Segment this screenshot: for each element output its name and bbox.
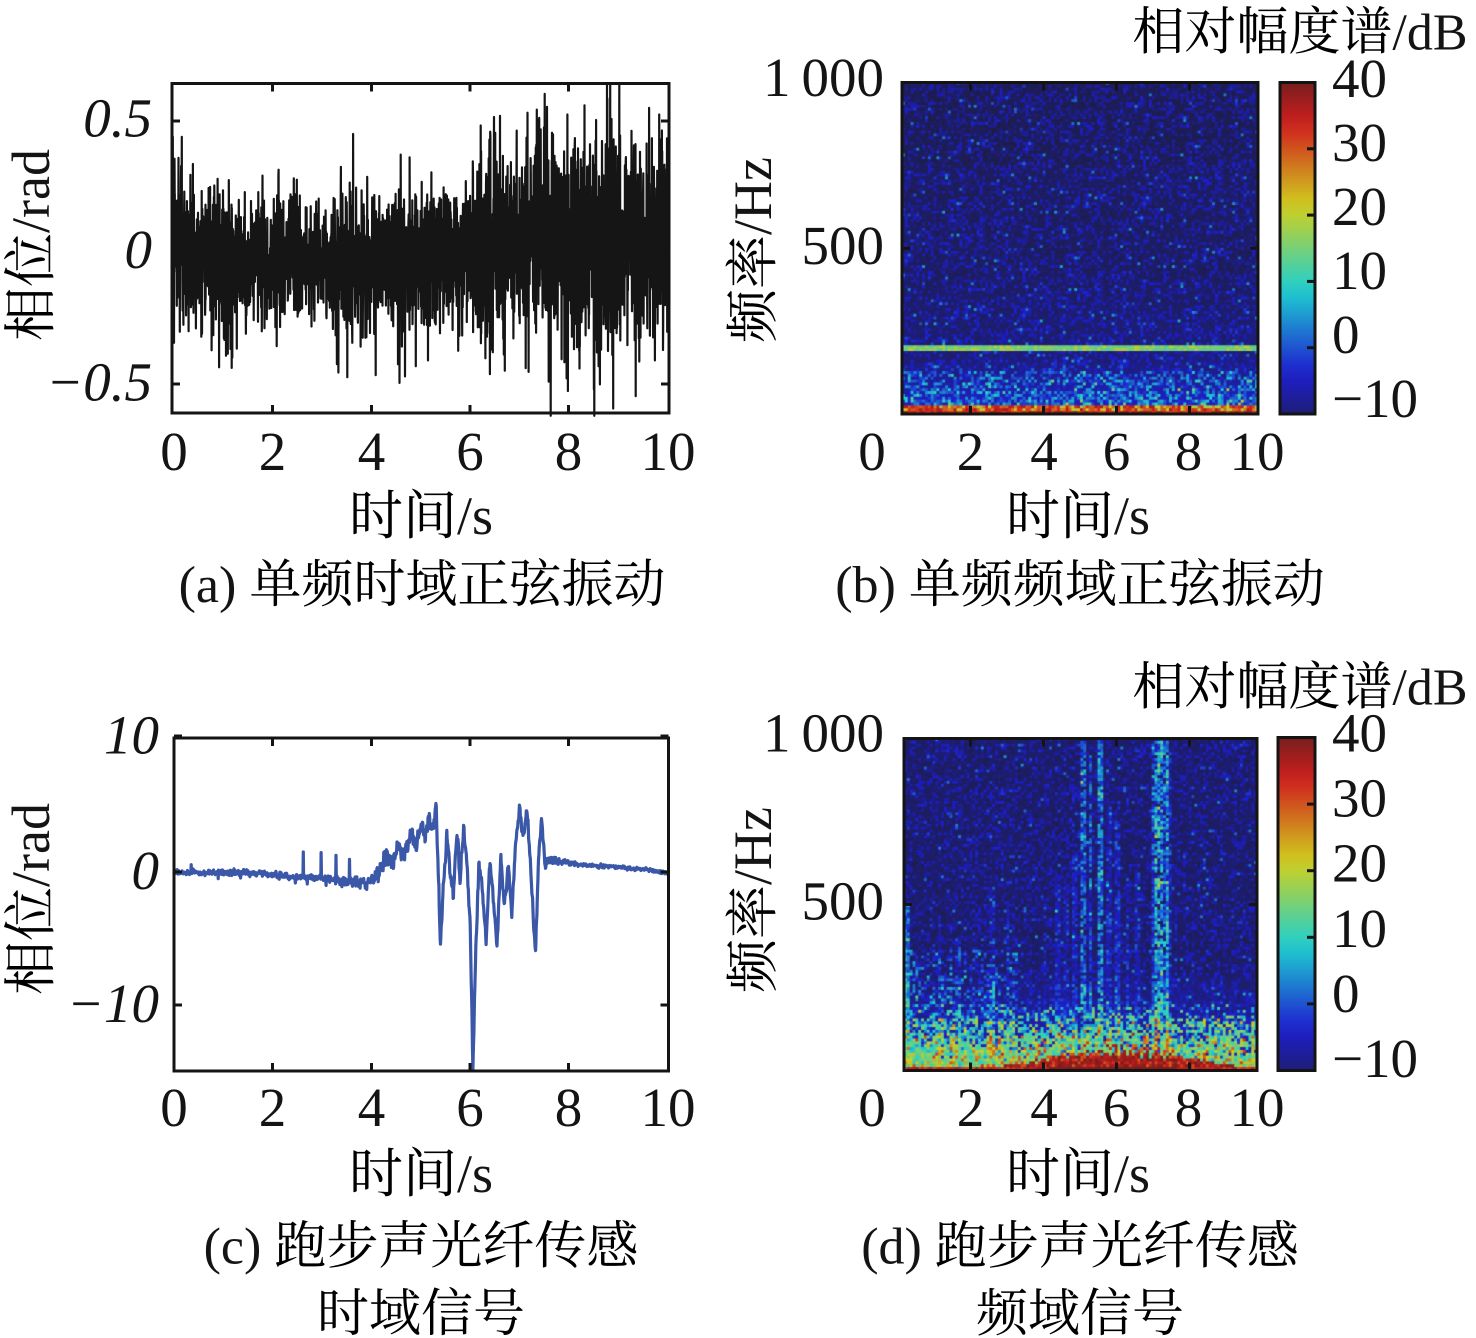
svg-text:−10: −10 (1332, 368, 1418, 429)
svg-text:/Hz: /Hz (723, 807, 783, 885)
svg-text:1 000: 1 000 (763, 703, 884, 764)
svg-text:20: 20 (1332, 833, 1387, 894)
svg-text:−10: −10 (67, 973, 159, 1034)
svg-text:500: 500 (802, 871, 885, 932)
svg-text:20: 20 (1332, 176, 1387, 237)
svg-text:8: 8 (1175, 1077, 1203, 1138)
svg-text:2: 2 (259, 421, 287, 482)
svg-text:4: 4 (358, 1077, 386, 1138)
svg-text:0: 0 (858, 421, 886, 482)
svg-text:40: 40 (1332, 48, 1387, 109)
svg-text:4: 4 (1030, 421, 1058, 482)
svg-text:10: 10 (1332, 898, 1387, 959)
svg-text:6: 6 (1103, 421, 1131, 482)
svg-text:/s: /s (1114, 486, 1150, 546)
svg-text:/rad: /rad (1, 803, 61, 887)
svg-text:/rad: /rad (1, 149, 61, 233)
svg-text:10: 10 (1230, 421, 1285, 482)
svg-text:4: 4 (1030, 1077, 1058, 1138)
svg-text:2: 2 (259, 1077, 287, 1138)
svg-text:30: 30 (1332, 112, 1387, 173)
svg-text:0: 0 (1332, 304, 1360, 365)
svg-text:/s: /s (457, 1144, 493, 1204)
svg-text:500: 500 (802, 215, 885, 276)
svg-text:2: 2 (957, 1077, 985, 1138)
svg-text:8: 8 (555, 421, 583, 482)
svg-text:10: 10 (641, 1077, 696, 1138)
svg-text:/s: /s (1114, 1144, 1150, 1204)
svg-text:4: 4 (358, 421, 386, 482)
svg-text:/dB: /dB (1392, 5, 1467, 62)
svg-text:10: 10 (1332, 240, 1387, 301)
svg-text:10: 10 (641, 421, 696, 482)
svg-text:−0.5: −0.5 (46, 352, 152, 413)
svg-text:0: 0 (160, 1077, 188, 1138)
svg-text:−10: −10 (1332, 1028, 1418, 1089)
svg-text:30: 30 (1332, 768, 1387, 829)
svg-text:8: 8 (1175, 421, 1203, 482)
svg-text:/s: /s (457, 486, 493, 546)
svg-text:0: 0 (1332, 963, 1360, 1024)
svg-text:(d): (d) (861, 1219, 922, 1276)
svg-text:/dB: /dB (1392, 660, 1467, 717)
svg-text:(a): (a) (179, 557, 237, 614)
svg-text:0: 0 (132, 840, 160, 901)
svg-text:10: 10 (104, 705, 159, 766)
svg-text:/Hz: /Hz (723, 157, 783, 235)
svg-text:6: 6 (1103, 1077, 1131, 1138)
svg-text:0: 0 (125, 219, 153, 280)
svg-text:0.5: 0.5 (83, 88, 152, 149)
svg-text:1 000: 1 000 (763, 47, 884, 108)
svg-text:0: 0 (160, 421, 188, 482)
svg-text:6: 6 (456, 1077, 484, 1138)
svg-text:10: 10 (1230, 1077, 1285, 1138)
svg-text:2: 2 (957, 421, 985, 482)
svg-text:(c): (c) (204, 1219, 262, 1276)
svg-text:40: 40 (1332, 703, 1387, 764)
svg-text:0: 0 (858, 1077, 886, 1138)
svg-text:8: 8 (555, 1077, 583, 1138)
svg-text:(b): (b) (835, 557, 896, 614)
svg-text:6: 6 (456, 421, 484, 482)
